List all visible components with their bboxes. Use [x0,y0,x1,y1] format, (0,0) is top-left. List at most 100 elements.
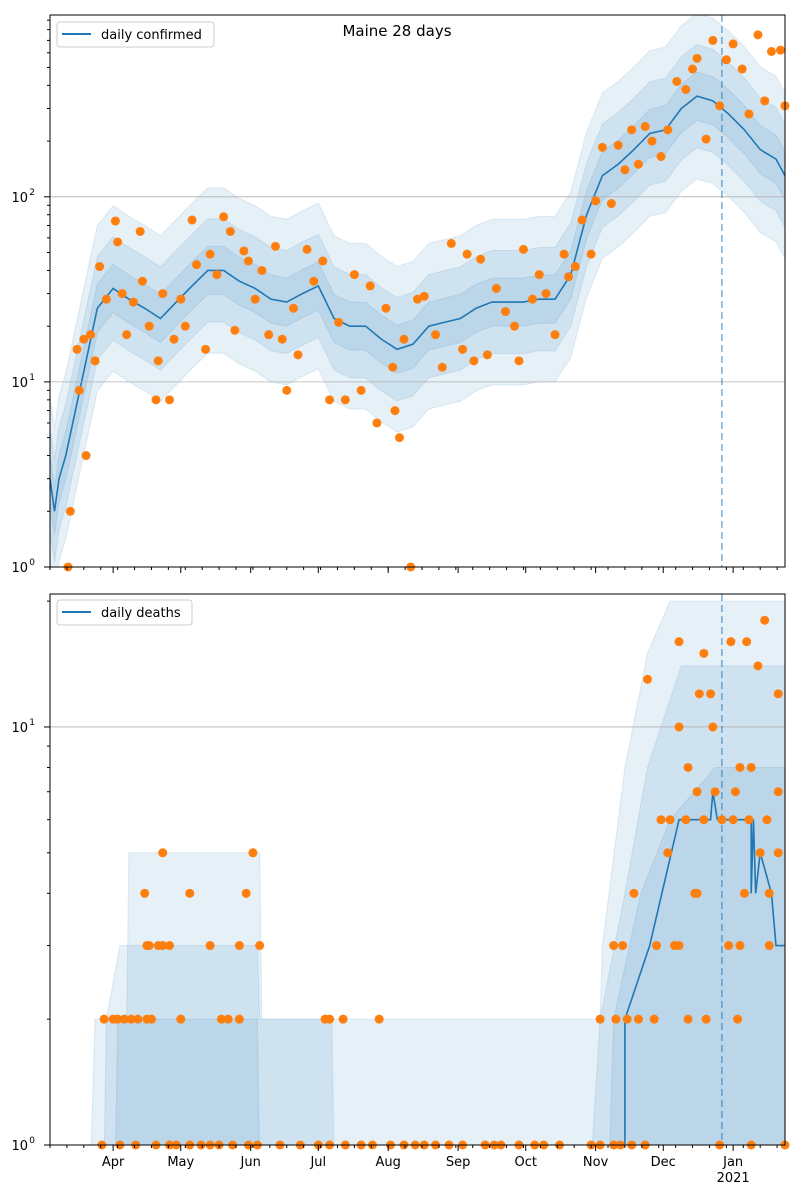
data-point [609,941,619,951]
y-tick-label: 10 [11,561,28,576]
x-tick-label: May [167,1155,194,1170]
data-point [735,941,745,951]
data-point [146,1014,156,1024]
data-point [374,1014,384,1024]
data-point [586,249,596,259]
confidence-band [50,71,785,536]
data-point [681,815,691,825]
data-point [773,787,783,797]
data-point [349,270,359,280]
data-point [663,848,673,858]
data-point [469,356,479,366]
data-point [192,260,202,270]
data-point [683,1014,693,1024]
data-point [742,637,752,647]
data-point [302,244,312,254]
data-point [282,385,292,395]
data-point [399,334,409,344]
data-point [144,321,154,331]
x-tick-label: Apr [102,1155,125,1170]
data-point [128,297,138,307]
data-point [762,815,772,825]
data-point [694,689,704,699]
data-point [728,815,738,825]
x-tick-label: Oct [514,1155,536,1170]
data-point [288,303,298,313]
data-point [446,238,456,248]
data-point [633,1014,643,1024]
data-point [241,888,251,898]
y-tick-label: 10 [11,376,28,391]
data-point [234,941,244,951]
data-point [79,334,89,344]
data-point [728,39,738,49]
data-point [216,1014,226,1024]
data-point [95,262,105,272]
data-point [74,385,84,395]
data-point [117,289,127,299]
data-point [270,241,280,251]
data-point [701,134,711,144]
y-tick-exponent: 2 [29,188,35,198]
data-point [764,888,774,898]
data-point [577,215,587,225]
data-point [766,46,776,56]
data-point [293,350,303,360]
data-point [735,762,745,772]
data-point [710,787,720,797]
data-point [534,270,544,280]
data-point [611,1014,621,1024]
data-point [640,121,650,131]
data-point [570,262,580,272]
data-point [264,330,274,340]
data-point [688,64,698,74]
data-point [595,1014,605,1024]
data-point [205,941,215,951]
data-point [318,256,328,266]
data-point [514,356,524,366]
data-point [620,165,630,175]
axes-frame [49,593,786,1146]
confidence-band [50,43,785,563]
data-point [250,294,260,304]
data-point [627,125,637,135]
data-point [257,265,267,275]
data-point [491,283,501,293]
data-point [334,317,344,327]
data-point [243,256,253,266]
data-point [500,307,510,317]
data-point [706,689,716,699]
data-point [708,722,718,732]
data-point [325,1014,335,1024]
y-tick-label: 10 [11,191,28,206]
data-point [219,212,229,222]
data-point [755,848,765,858]
x-tick-year-label: 2021 [717,1171,750,1186]
data-point [721,55,731,65]
y-tick-exponent: 0 [29,558,35,568]
y-tick-label: 10 [11,721,28,736]
data-point [701,1014,711,1024]
legend-label-deaths: daily deaths [101,606,181,621]
data-point [633,159,643,169]
data-point [476,254,486,264]
data-point [113,1014,123,1024]
data-point [234,1014,244,1024]
data-point [223,1014,233,1024]
data-point [158,289,168,299]
data-point [205,249,215,259]
data-point [753,30,763,40]
y-tick-exponent: 1 [29,373,35,383]
data-point [225,226,235,236]
median-line [50,95,785,512]
data-point [647,136,657,146]
data-point [187,215,197,225]
data-point [151,395,161,405]
y-tick-label: 10 [11,1139,28,1154]
data-point [597,142,607,152]
data-point [613,140,623,150]
y-tick-exponent: 0 [29,1136,35,1146]
data-point [651,941,661,951]
